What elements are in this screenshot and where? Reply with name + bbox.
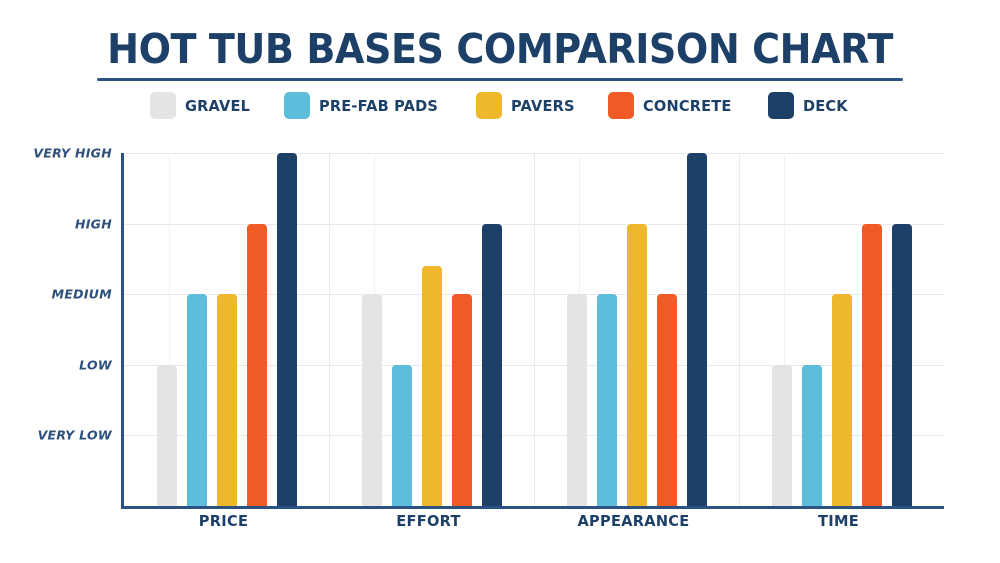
bar[interactable] <box>861 223 882 506</box>
legend-item-label: GRAVEL <box>184 96 250 115</box>
bar[interactable] <box>596 294 617 506</box>
legend-swatch-icon <box>283 92 310 119</box>
title-underline-rule <box>97 78 903 81</box>
y-axis-tick-labels: VERY HIGH HIGH MEDIUM LOW VERY LOW <box>0 0 112 563</box>
bar[interactable] <box>156 364 177 506</box>
bar[interactable] <box>276 153 297 506</box>
legend-item-label: CONCRETE <box>643 96 732 115</box>
bar[interactable] <box>801 364 822 506</box>
x-axis-tick-label: APPEARANCE <box>577 512 690 530</box>
legend-item[interactable]: PRE-FAB PADS <box>283 92 446 119</box>
y-axis-tick-label: HIGH <box>74 216 112 232</box>
bar[interactable] <box>891 223 912 506</box>
legend-swatch-icon <box>149 92 176 119</box>
y-axis-tick-label: VERY HIGH <box>33 145 112 161</box>
x-axis-tick-labels: PRICE EFFORT APPEARANCE TIME <box>121 512 941 530</box>
y-axis-tick-label: MEDIUM <box>51 286 112 302</box>
bar[interactable] <box>566 294 587 506</box>
title-block: HOT TUB BASES COMPARISON CHART <box>0 26 1000 81</box>
bar[interactable] <box>186 294 207 506</box>
legend-item-label: PAVERS <box>510 96 575 115</box>
chart-legend: GRAVEL PRE-FAB PADS PAVERS CONCRETE DECK <box>0 92 1000 119</box>
bars-layer <box>124 153 944 506</box>
x-axis-tick-label: TIME <box>818 512 859 530</box>
y-axis-tick-label: LOW <box>79 357 112 373</box>
plot-area <box>121 153 944 509</box>
bar[interactable] <box>421 265 442 506</box>
legend-item[interactable]: PAVERS <box>475 92 579 119</box>
legend-item[interactable]: GRAVEL <box>149 92 254 119</box>
y-axis-tick-label: VERY LOW <box>37 427 112 443</box>
bar[interactable] <box>686 153 707 506</box>
bar-group <box>534 153 739 506</box>
bar[interactable] <box>246 223 267 506</box>
legend-swatch-icon <box>767 92 794 119</box>
legend-swatch-icon <box>608 92 635 119</box>
bar-group <box>124 153 329 506</box>
legend-item[interactable]: CONCRETE <box>608 92 737 119</box>
bar[interactable] <box>626 223 647 506</box>
bar-group <box>329 153 534 506</box>
bar-group <box>739 153 944 506</box>
bar[interactable] <box>656 294 677 506</box>
bar[interactable] <box>216 294 237 506</box>
bar[interactable] <box>361 294 382 506</box>
bar[interactable] <box>481 223 502 506</box>
x-axis-tick-label: PRICE <box>198 512 249 530</box>
bar[interactable] <box>391 364 412 506</box>
legend-item[interactable]: DECK <box>767 92 851 119</box>
x-axis-tick-label: EFFORT <box>396 512 461 530</box>
bar[interactable] <box>831 294 852 506</box>
page-title: HOT TUB BASES COMPARISON CHART <box>107 25 893 73</box>
legend-item-label: PRE-FAB PADS <box>318 96 439 115</box>
legend-swatch-icon <box>475 92 502 119</box>
bar[interactable] <box>451 294 472 506</box>
legend-item-label: DECK <box>802 96 848 115</box>
bar[interactable] <box>771 364 792 506</box>
